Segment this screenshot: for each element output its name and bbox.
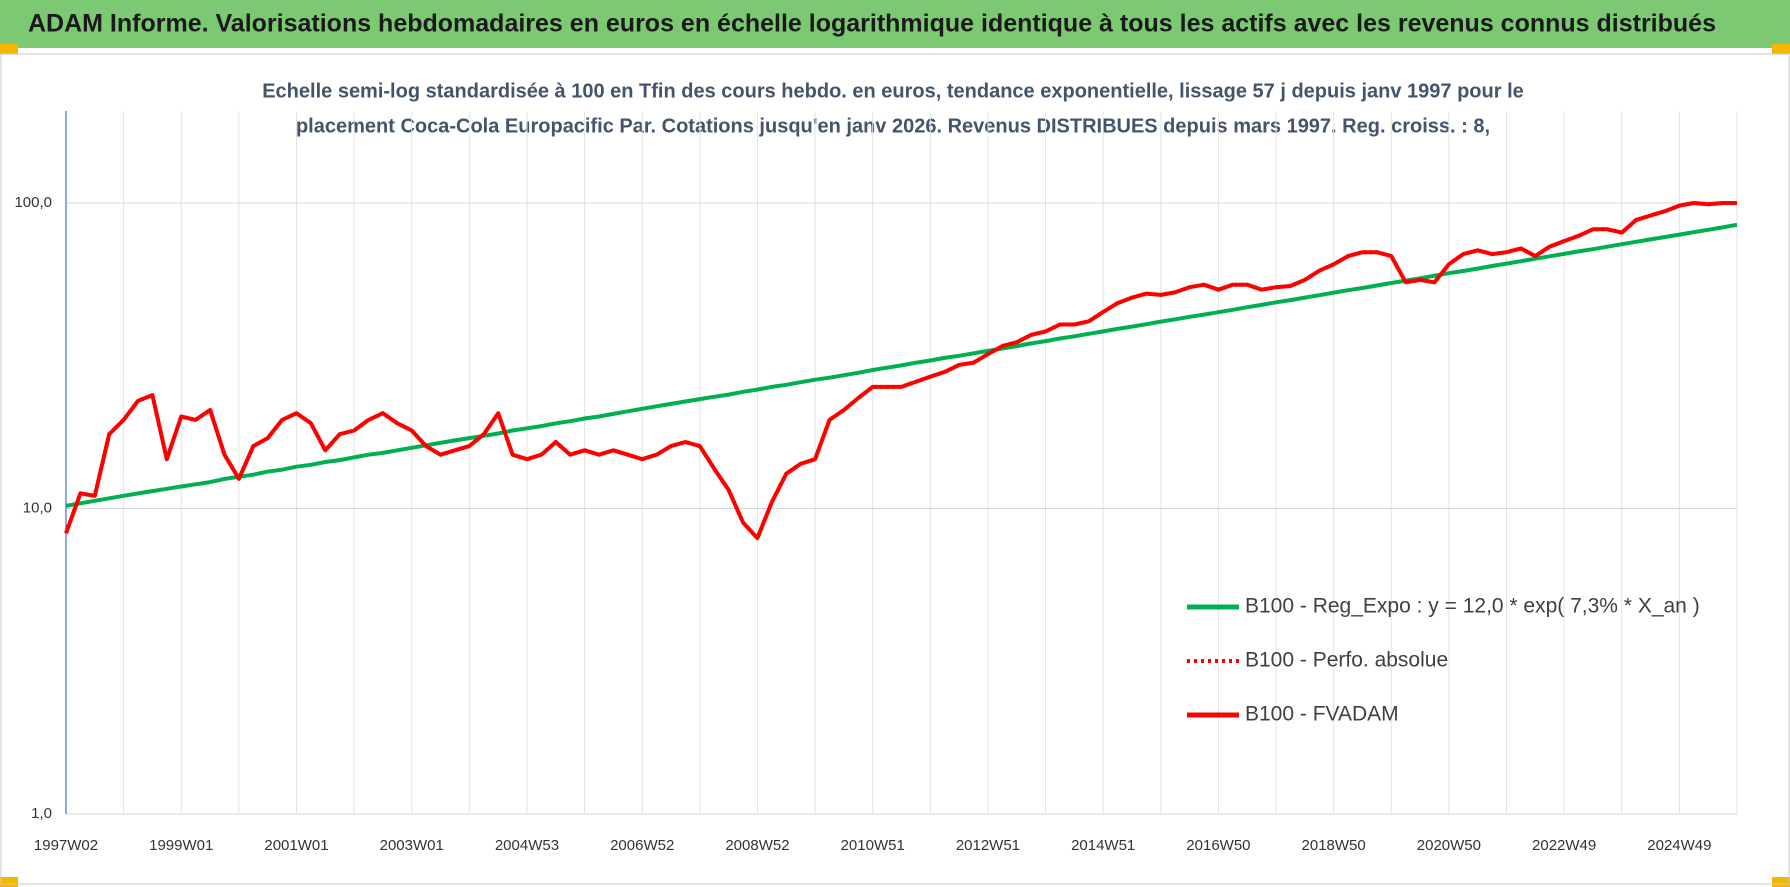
legend-label: B100 - Perfo. absolue [1245, 649, 1448, 672]
x-tick-label: 2001W01 [264, 837, 328, 854]
x-tick-label: 2022W49 [1532, 837, 1596, 854]
x-tick-label: 2004W53 [495, 837, 559, 854]
page-title: ADAM Informe. Valorisations hebdomadaire… [28, 10, 1716, 38]
frame [0, 53, 1790, 885]
corner [1772, 44, 1790, 54]
x-tick-label: 1999W01 [149, 837, 213, 854]
x-tick-label: 2020W50 [1417, 837, 1481, 854]
y-tick-label: 1,0 [31, 805, 52, 822]
legend-label: B100 - FVADAM [1245, 703, 1399, 726]
x-tick-label: 2016W50 [1186, 837, 1250, 854]
x-tick-label: 2003W01 [380, 837, 444, 854]
corner [0, 877, 18, 887]
x-tick-label: 2014W51 [1071, 837, 1135, 854]
corner [0, 44, 18, 54]
x-tick-label: 2008W52 [725, 837, 789, 854]
corner [1772, 877, 1790, 887]
y-tick-label: 10,0 [23, 499, 52, 516]
x-tick-label: 2024W49 [1647, 837, 1711, 854]
series-line [65, 222, 1738, 508]
header-bar [0, 0, 1790, 48]
x-tick-label: 1997W02 [34, 837, 98, 854]
legend-label: B100 - Reg_Expo : y = 12,0 * exp( 7,3% *… [1245, 595, 1700, 618]
x-tick-label: 2012W51 [956, 837, 1020, 854]
chart-subtitle: placement Coca-Cola Europacific Par. Cot… [296, 115, 1490, 137]
chart-subtitle: Echelle semi-log standardisée à 100 en T… [262, 80, 1524, 102]
x-tick-label: 2010W51 [841, 837, 905, 854]
series-line [64, 201, 1737, 541]
x-tick-label: 2006W52 [610, 837, 674, 854]
x-tick-label: 2018W50 [1302, 837, 1366, 854]
y-tick-label: 100,0 [14, 194, 52, 211]
